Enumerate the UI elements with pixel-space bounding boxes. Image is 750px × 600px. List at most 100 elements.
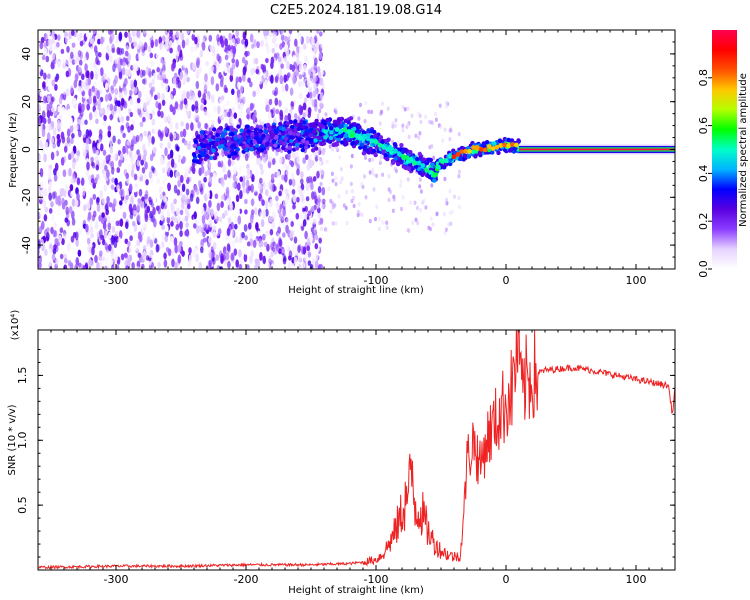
heatmap-cell: [207, 207, 211, 214]
heatmap-cell: [360, 212, 364, 218]
heatmap-cell: [274, 42, 278, 49]
heatmap-cell: [43, 214, 48, 222]
heatmap-cell: [439, 124, 443, 130]
heatmap-cell: [92, 95, 97, 104]
heatmap-cell: [273, 115, 277, 124]
heatmap-cell: [270, 263, 275, 269]
heatmap-cell: [230, 252, 235, 261]
heatmap-cell: [434, 117, 438, 122]
heatmap-cell: [419, 208, 422, 213]
heatmap-cell: [364, 148, 369, 153]
heatmap-cell: [276, 147, 281, 153]
heatmap-cell: [109, 113, 113, 121]
heatmap-cell: [279, 156, 283, 165]
heatmap-cell: [317, 203, 321, 209]
heatmap-cell: [111, 264, 115, 269]
heatmap-cell: [312, 90, 317, 98]
heatmap-cell: [371, 172, 375, 177]
heatmap-cell: [175, 224, 179, 231]
heatmap-cell: [217, 160, 222, 168]
heatmap-cell: [65, 88, 70, 97]
heatmap-cell: [325, 227, 329, 233]
heatmap-cell: [279, 203, 284, 210]
heatmap-cell: [319, 157, 323, 162]
heatmap-cell: [157, 129, 162, 138]
heatmap-cell: [265, 57, 269, 64]
heatmap-cell: [116, 249, 120, 257]
heatmap-cell: [203, 156, 208, 162]
heatmap-cell: [290, 172, 295, 180]
heatmap-cell: [211, 55, 216, 64]
heatmap-cell: [308, 91, 313, 99]
heatmap-cell: [101, 75, 105, 84]
heatmap-cell: [195, 135, 200, 140]
heatmap-cell: [148, 170, 153, 179]
heatmap-cell: [53, 127, 57, 136]
heatmap-cell: [212, 127, 217, 132]
heatmap-cell: [96, 196, 100, 203]
heatmap-cell: [125, 265, 129, 269]
heatmap-cell: [99, 190, 104, 199]
heatmap-cell: [418, 177, 422, 182]
heatmap-cell: [71, 133, 75, 139]
heatmap-cell: [274, 129, 279, 134]
heatmap-cell: [334, 127, 340, 132]
heatmap-cell: [399, 179, 403, 184]
heatmap-cell: [310, 182, 314, 191]
heatmap-cell: [56, 41, 60, 48]
heatmap-cell: [306, 59, 311, 65]
heatmap-cell: [154, 94, 158, 101]
heatmap-cell: [86, 201, 90, 209]
heatmap-cell: [262, 233, 266, 241]
heatmap-cell: [306, 245, 311, 252]
heatmap-cell: [169, 30, 173, 38]
heatmap-cell: [434, 111, 437, 117]
heatmap-cell: [39, 140, 43, 148]
heatmap-cell: [352, 203, 356, 209]
heatmap-cell: [209, 43, 213, 52]
heatmap-cell: [343, 133, 348, 139]
heatmap-cell: [193, 139, 199, 144]
heatmap-cell: [227, 169, 231, 179]
heatmap-cell: [66, 136, 71, 144]
heatmap-cell: [102, 159, 106, 166]
heatmap-cell: [449, 128, 453, 133]
heatmap-cell: [297, 253, 302, 263]
heatmap-cell: [78, 228, 82, 235]
heatmap-cell: [95, 164, 100, 171]
heatmap-cell: [86, 103, 90, 111]
heatmap-cell: [45, 55, 50, 63]
heatmap-cell: [156, 136, 160, 144]
heatmap-cell: [252, 162, 257, 169]
heatmap-cell: [158, 185, 163, 195]
heatmap-cell: [119, 152, 124, 161]
snr-frame: [37, 329, 676, 571]
heatmap-cell: [120, 97, 125, 107]
heatmap-cell: [266, 104, 270, 113]
heatmap-cell: [95, 56, 99, 65]
heatmap-cell: [70, 150, 75, 159]
heatmap-cell: [445, 104, 449, 109]
heatmap-cell: [57, 120, 61, 130]
snr-ticks: -300 -200 -100 0 100 0.5 1.0 1.5: [16, 330, 676, 586]
heatmap-cell: [272, 157, 276, 165]
heatmap-cell: [165, 230, 169, 237]
heatmap-cell: [172, 46, 176, 52]
heatmap-cell: [330, 171, 334, 176]
heatmap-cell: [164, 115, 168, 124]
heatmap-cell: [143, 42, 148, 51]
heatmap-cell: [286, 60, 290, 70]
heatmap-cell: [265, 135, 270, 140]
spectrogram-xlabel: Height of straight line (km): [288, 285, 424, 296]
heatmap-cell: [400, 206, 403, 212]
heatmap-cell: [314, 234, 319, 241]
heatmap-cell: [129, 111, 134, 118]
heatmap-cell: [88, 88, 92, 97]
heatmap-cell: [85, 138, 90, 145]
heatmap-cell: [187, 203, 191, 210]
heatmap-cell: [119, 218, 124, 227]
heatmap-cell: [364, 195, 368, 200]
heatmap-cell: [411, 220, 415, 226]
heatmap-cell: [44, 248, 48, 256]
heatmap-cell: [239, 128, 244, 133]
